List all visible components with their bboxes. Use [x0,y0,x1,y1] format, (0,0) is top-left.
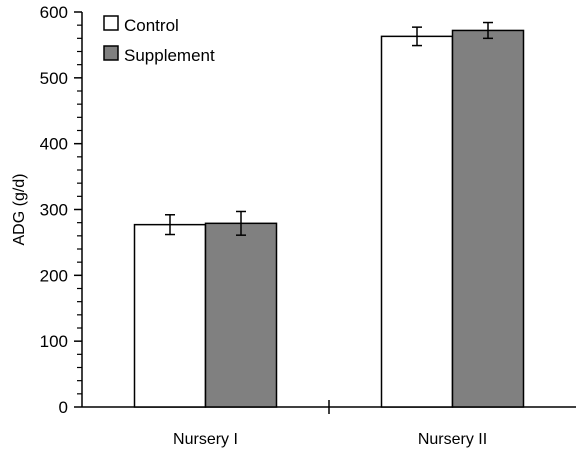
axes: 0 100 200 300 400 500 600 ADG (g/d) Nursery I Nur… [11,3,576,448]
y-tick-label: 500 [40,69,68,88]
legend-swatch-supplement [103,45,119,61]
bar-supplement [451,29,525,408]
y-tick-label: 600 [40,3,68,22]
bar-control [380,35,454,408]
legend-label-control: Control [124,16,179,35]
y-tick-label: 200 [40,266,68,285]
x-category-label: Nursery I [173,431,238,448]
y-tick-label: 400 [40,135,68,154]
bar-supplement [204,222,278,408]
x-category-label: Nursery II [418,431,487,448]
legend-label-supplement: Supplement [124,46,215,65]
legend: Control Supplement [103,15,215,65]
y-tick-label: 0 [59,398,68,417]
y-axis-title: ADG (g/d) [11,173,28,245]
error-bars [165,21,493,236]
y-tick-label: 100 [40,332,68,351]
bar-control [133,223,207,408]
y-tick-label: 300 [40,201,68,220]
legend-swatch-control [103,15,119,31]
bars [133,29,525,408]
